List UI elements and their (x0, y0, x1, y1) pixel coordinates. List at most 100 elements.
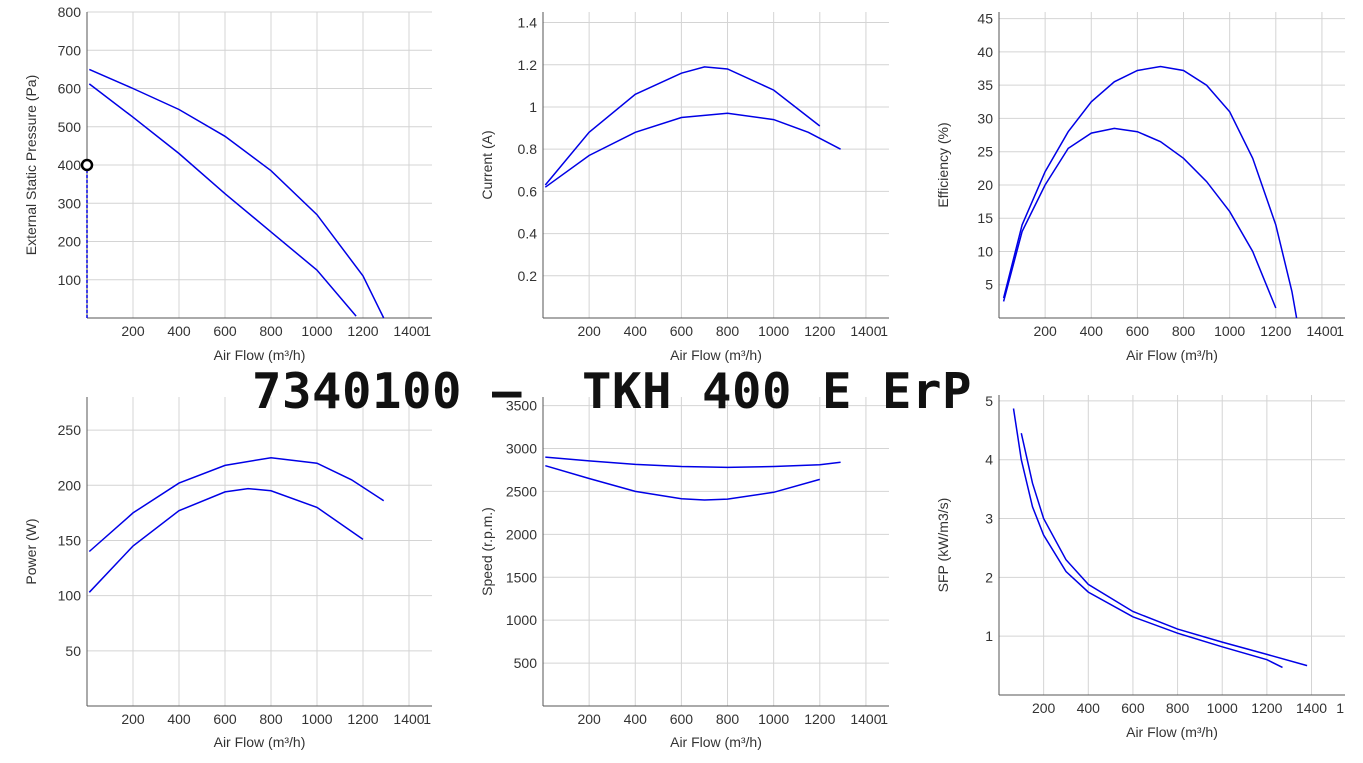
speed-x-tick-label: 800 (716, 711, 740, 727)
power-chart: 200 400 600 800 1000 1200 1400150100150200250A… (23, 397, 432, 750)
sfp-y-tick-label: 4 (985, 452, 993, 468)
power-y-tick-label: 50 (65, 643, 81, 659)
page-title: 7340100 – TKH 400 E ErP (252, 363, 973, 420)
current-y-tick-label: 0.4 (518, 226, 538, 242)
speed-y-tick-label: 3000 (506, 441, 537, 457)
efficiency-x-tick-label: 1200 (1260, 323, 1291, 339)
pressure-x-tick-label: 600 (213, 323, 237, 339)
speed-x-tick-label: 1400 (850, 711, 881, 727)
pressure-y-tick-label: 400 (58, 157, 82, 173)
speed-series-2-line (545, 464, 821, 501)
speed-y-axis-title: Speed (r.p.m.) (479, 507, 495, 596)
current-x-tick-label: 200 (577, 323, 601, 339)
power-x-tick-label: 200 (121, 711, 145, 727)
efficiency-y-tick-label: 45 (977, 11, 993, 27)
current-x-tick-label: 800 (716, 323, 740, 339)
sfp-x-tick-label: 800 (1166, 700, 1190, 716)
pressure-x-tick-label: 1 (423, 323, 431, 339)
current-y-tick-label: 1.2 (518, 57, 538, 73)
speed-y-tick-label: 2000 (506, 526, 537, 542)
sfp-x-tick-label: 400 (1077, 700, 1101, 716)
efficiency-y-tick-label: 30 (977, 110, 993, 126)
speed-x-tick-label: 1 (880, 711, 888, 727)
current-x-tick-label: 1200 (804, 323, 835, 339)
pressure-x-tick-label: 800 (259, 323, 283, 339)
efficiency-x-axis-title: Air Flow (m³/h) (1126, 347, 1218, 363)
current-chart: 200 400 600 800 1000 1200 140010.20.40.60.811.… (479, 12, 889, 363)
pressure-y-tick-label: 800 (58, 4, 82, 20)
current-x-tick-label: 1 (880, 323, 888, 339)
sfp-x-tick-label: 1400 (1296, 700, 1327, 716)
sfp-x-tick-label: 1 (1336, 700, 1344, 716)
sfp-x-tick-label: 200 (1032, 700, 1056, 716)
power-x-tick-label: 600 (213, 711, 237, 727)
pressure-operating-point-marker[interactable] (80, 158, 94, 172)
speed-y-tick-label: 1000 (506, 612, 537, 628)
current-x-tick-label: 400 (624, 323, 648, 339)
power-series-1-line (88, 456, 385, 553)
sfp-y-axis-title: SFP (kW/m3/s) (935, 498, 951, 593)
current-y-tick-label: 0.8 (518, 141, 538, 157)
efficiency-y-tick-label: 20 (977, 177, 993, 193)
sfp-y-tick-label: 2 (985, 569, 993, 585)
current-x-axis-title: Air Flow (m³/h) (670, 347, 762, 363)
power-x-axis-title: Air Flow (m³/h) (214, 734, 306, 750)
efficiency-x-tick-label: 600 (1126, 323, 1150, 339)
efficiency-x-tick-label: 200 (1033, 323, 1057, 339)
current-y-axis-title: Current (A) (479, 130, 495, 199)
current-series-1-line (544, 66, 821, 186)
current-y-tick-label: 1 (529, 99, 537, 115)
sfp-x-tick-label: 600 (1121, 700, 1145, 716)
efficiency-y-tick-label: 40 (977, 44, 993, 60)
pressure-x-tick-label: 1200 (347, 323, 378, 339)
speed-y-tick-label: 1500 (506, 569, 537, 585)
sfp-x-tick-label: 1000 (1207, 700, 1238, 716)
power-series-2-line (88, 487, 364, 593)
current-y-tick-label: 1.4 (518, 15, 538, 31)
efficiency-y-tick-label: 15 (977, 210, 993, 226)
pressure-y-tick-label: 300 (58, 195, 82, 211)
sfp-y-tick-label: 5 (985, 393, 993, 409)
power-y-tick-label: 100 (58, 588, 82, 604)
sfp-series-1-line (1012, 408, 1283, 669)
efficiency-x-tick-label: 1 (1336, 323, 1344, 339)
efficiency-y-tick-label: 5 (985, 277, 993, 293)
pressure-y-tick-label: 100 (58, 272, 82, 288)
efficiency-y-tick-label: 35 (977, 77, 993, 93)
pressure-x-tick-label: 400 (167, 323, 191, 339)
current-x-tick-label: 1400 (850, 323, 881, 339)
power-x-tick-label: 400 (167, 711, 191, 727)
efficiency-x-tick-label: 800 (1172, 323, 1196, 339)
efficiency-y-tick-label: 10 (977, 243, 993, 259)
speed-x-tick-label: 400 (624, 711, 648, 727)
power-x-tick-label: 1000 (301, 711, 332, 727)
efficiency-series-1-line (1002, 65, 1298, 319)
sfp-chart: 200 400 600 800 1000 1200 1400 1 1 2 3 4 5 Air Flow (… (935, 393, 1345, 740)
efficiency-series-2-line (1002, 127, 1277, 309)
power-x-tick-label: 800 (259, 711, 283, 727)
pressure-y-axis-title: External Static Pressure (Pa) (23, 75, 39, 256)
current-y-tick-label: 0.6 (518, 183, 538, 199)
speed-chart: 200 400 600 800 1000 1200 14001500100015002000… (479, 397, 889, 750)
speed-y-tick-label: 2500 (506, 483, 537, 499)
speed-y-tick-label: 500 (514, 655, 538, 671)
sfp-y-tick-label: 1 (985, 628, 993, 644)
power-x-tick-label: 1200 (347, 711, 378, 727)
sfp-series-2-line (1020, 433, 1308, 667)
efficiency-x-tick-label: 1400 (1306, 323, 1337, 339)
efficiency-x-tick-label: 1000 (1214, 323, 1245, 339)
pressure-x-axis-title: Air Flow (m³/h) (214, 347, 306, 363)
sfp-y-tick-label: 3 (985, 511, 993, 527)
speed-x-tick-label: 1000 (758, 711, 789, 727)
sfp-x-tick-label: 1200 (1251, 700, 1282, 716)
efficiency-chart: 200 400 600 800 1000 1200 14001510152025303540… (935, 11, 1345, 363)
sfp-x-axis-title: Air Flow (m³/h) (1126, 724, 1218, 740)
power-y-tick-label: 250 (58, 422, 82, 438)
current-y-tick-label: 0.2 (518, 268, 538, 284)
power-x-tick-label: 1400 (393, 711, 424, 727)
pressure-y-tick-label: 500 (58, 119, 82, 135)
current-series-2-line (544, 112, 841, 188)
speed-x-tick-label: 600 (670, 711, 694, 727)
